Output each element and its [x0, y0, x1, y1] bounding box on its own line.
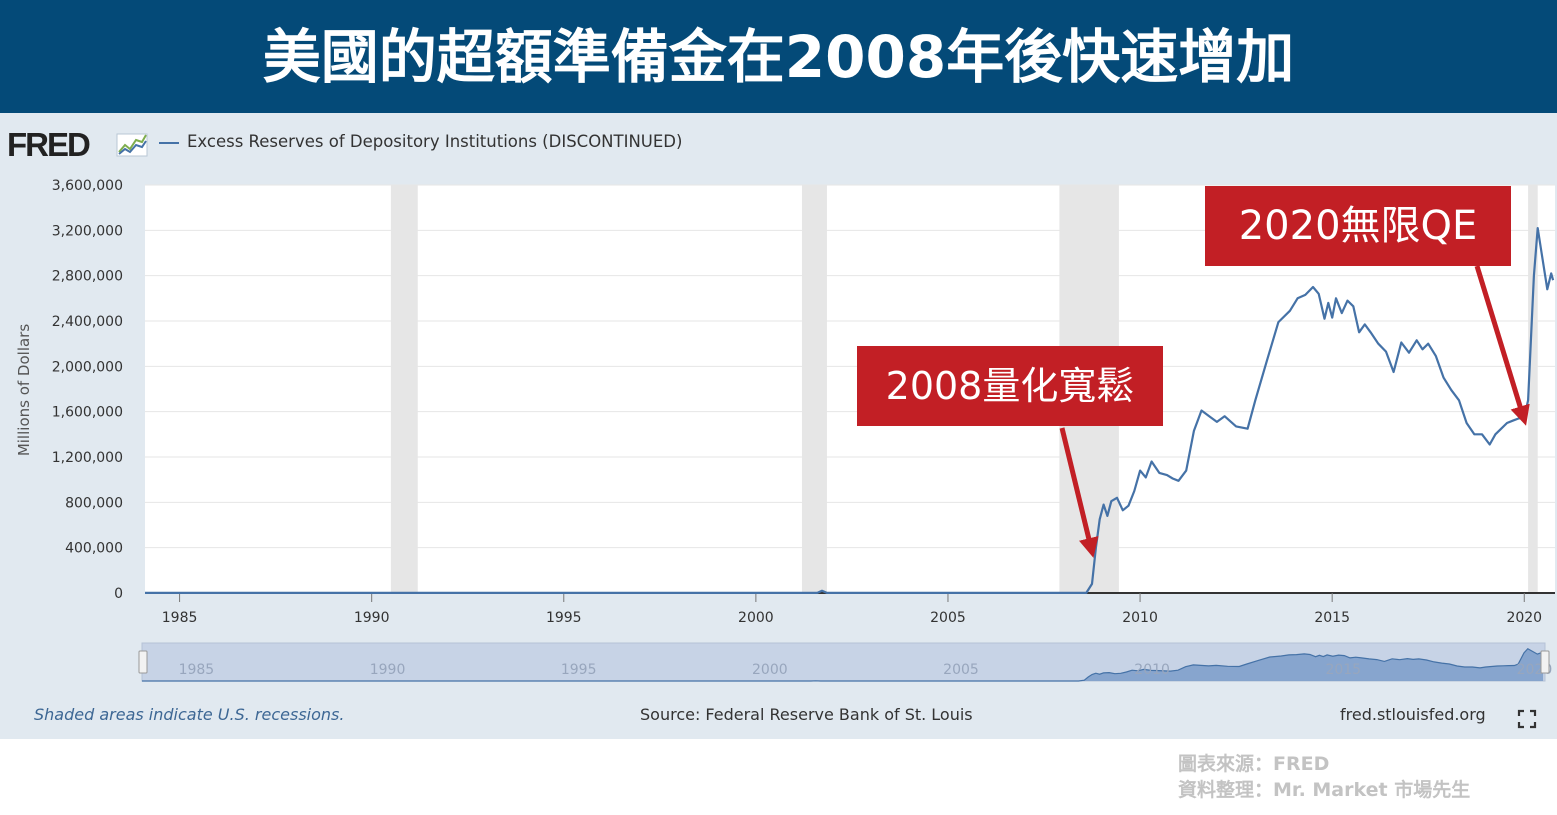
site-link[interactable]: fred.stlouisfed.org: [1340, 705, 1486, 724]
y-tick-label: 1,600,000: [52, 405, 123, 421]
legend-label[interactable]: Excess Reserves of Depository Institutio…: [187, 132, 683, 151]
recession-band: [1528, 185, 1538, 593]
navigator-tick-label: 2000: [752, 662, 788, 678]
credit-line-source: 圖表來源：FRED: [1178, 753, 1330, 775]
annotation-arrows: [1059, 265, 1530, 558]
navigator-handle-right[interactable]: [1540, 650, 1550, 674]
recession-band: [390, 185, 418, 593]
navigator-tick-label: 2010: [1134, 662, 1170, 678]
navigator-tick-label: 1990: [370, 662, 406, 678]
x-tick-label: 1990: [354, 610, 390, 626]
y-tick-label: 1,200,000: [52, 450, 123, 466]
x-tick-label: 1985: [162, 610, 198, 626]
arrow-2020: [1474, 265, 1530, 426]
x-tick-label: 2015: [1314, 610, 1350, 626]
recession-note: Shaded areas indicate U.S. recessions.: [34, 705, 345, 724]
legend-swatch: [159, 142, 179, 144]
y-axis-label: Millions of Dollars: [15, 324, 33, 457]
callout-2008-qe: 2008量化寬鬆: [857, 346, 1163, 426]
y-axis-ticks: 0 400,000 800,000 1,200,000 1,600,000 2,000,0…: [52, 178, 123, 602]
y-tick-label: 3,200,000: [52, 223, 123, 239]
series-line: [145, 227, 1555, 595]
y-tick-label: 0: [114, 586, 123, 602]
image-credit: 圖表來源：FRED 資料整理：Mr. Market 市場先生: [1178, 751, 1470, 803]
x-tick-label: 2020: [1506, 610, 1542, 626]
y-tick-label: 2,000,000: [52, 359, 123, 375]
y-tick-label: 400,000: [65, 541, 123, 557]
fullscreen-icon[interactable]: [1517, 709, 1537, 729]
source-text: Source: Federal Reserve Bank of St. Loui…: [640, 705, 973, 724]
arrow-2008: [1059, 427, 1099, 558]
y-tick-label: 2,400,000: [52, 314, 123, 330]
navigator-series-area: [142, 648, 1544, 681]
navigator-tick-label: 1995: [561, 662, 597, 678]
page-title: 美國的超額準備金在2008年後快速增加: [262, 23, 1295, 91]
navigator-tick-label: 1985: [179, 662, 215, 678]
x-axis-ticks: 1985 1990 1995 2000 2005 2010 2015 2020: [162, 593, 1542, 626]
series: [145, 227, 1555, 595]
y-tick-label: 800,000: [65, 495, 123, 511]
range-navigator[interactable]: 1985 1990 1995 2000 2005 2010 2015 2020: [138, 642, 1552, 682]
navigator-handle-left[interactable]: [138, 650, 148, 674]
x-tick-label: 2005: [930, 610, 966, 626]
y-tick-label: 3,600,000: [52, 178, 123, 194]
x-tick-label: 2000: [738, 610, 774, 626]
credit-line-author: 資料整理：Mr. Market 市場先生: [1178, 779, 1471, 801]
navigator-tick-label: 2015: [1325, 662, 1361, 678]
fred-graph-icon: [116, 133, 148, 157]
y-tick-label: 2,800,000: [52, 269, 123, 285]
x-tick-label: 2010: [1122, 610, 1158, 626]
navigator-series-line: [142, 647, 1544, 682]
recession-band: [801, 185, 827, 593]
callout-2020-qe: 2020無限QE: [1205, 186, 1511, 266]
title-banner: 美國的超額準備金在2008年後快速增加: [0, 0, 1557, 113]
fred-logo[interactable]: FRED: [7, 126, 91, 163]
navigator-tick-label: 2005: [943, 662, 979, 678]
x-tick-label: 1995: [546, 610, 582, 626]
